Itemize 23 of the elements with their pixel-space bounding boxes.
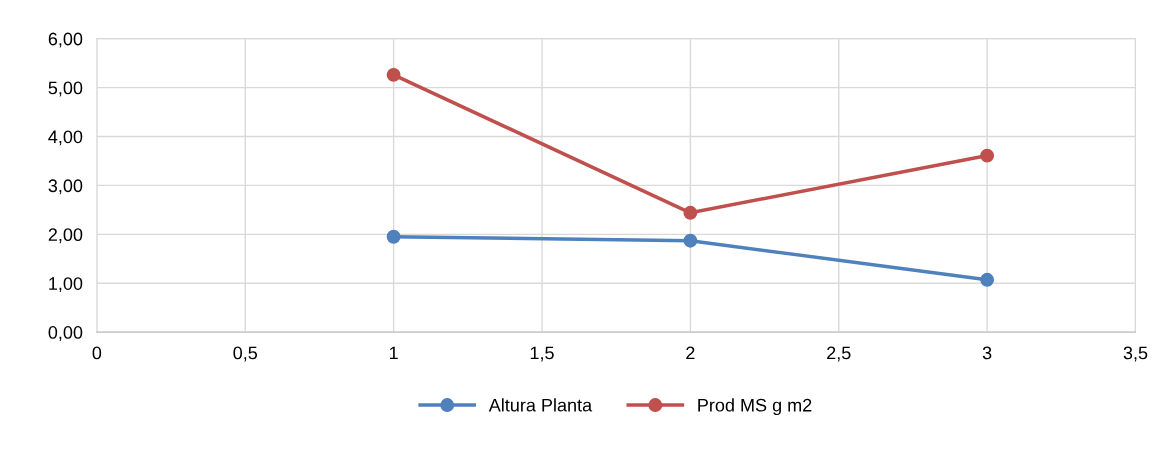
x-tick-label: 1: [389, 346, 398, 360]
x-tick-label: 1,5: [530, 346, 554, 362]
point: [980, 272, 995, 287]
y-tick-label: 0,00: [48, 326, 83, 341]
x-tick-label: 0: [92, 346, 102, 360]
y-tick-label: 4,00: [48, 130, 83, 146]
y-tick-label: 6,00: [48, 32, 83, 48]
legend-label: Prod MS g m2: [698, 398, 812, 416]
x-tick-label: 3,5: [1123, 346, 1148, 362]
y-tick-label: 2,00: [48, 228, 83, 244]
y-tick-label: 3,00: [48, 179, 83, 195]
point: [683, 205, 698, 220]
x-tick-label: 3: [982, 346, 992, 360]
legend-label: Altura Planta: [488, 398, 593, 412]
x-tick-label: 2: [686, 346, 695, 360]
point: [980, 148, 995, 163]
x-tick-label: 0,5: [233, 346, 258, 362]
point: [386, 229, 401, 244]
y-tick-label: 1,00: [49, 277, 83, 293]
point: [386, 67, 401, 82]
x-tick-label: 2,5: [827, 346, 851, 362]
point: [683, 233, 698, 248]
y-tick-label: 5,00: [48, 81, 83, 97]
